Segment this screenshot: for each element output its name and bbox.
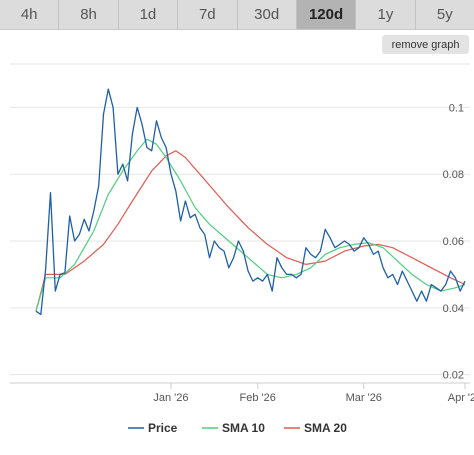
- legend-item-price[interactable]: Price: [128, 421, 178, 435]
- tab-5y[interactable]: 5y: [436, 6, 453, 23]
- tab-7d[interactable]: 7d: [178, 0, 238, 29]
- legend-label: SMA 10: [222, 421, 265, 435]
- chart-grid: [10, 63, 470, 384]
- y-tick-label: 0.1: [449, 102, 464, 114]
- tab-1d[interactable]: 1d: [119, 0, 179, 29]
- series-line-price: [35, 88, 466, 316]
- y-tick-label: 0.06: [443, 236, 464, 248]
- tab-30d[interactable]: 30d: [238, 0, 297, 29]
- series-line-sma-20: [35, 150, 466, 312]
- remove-graph-button[interactable]: remove graph: [382, 35, 469, 54]
- series-line-sma-10: [35, 138, 466, 312]
- tab-4h[interactable]: 4h: [0, 0, 60, 29]
- y-tick-label: 0.04: [443, 303, 464, 315]
- x-tick-label: Apr '26: [448, 392, 474, 404]
- x-tick-label: Feb '26: [240, 392, 276, 404]
- x-axis: Jan '26 Feb '26 Mar '26 Apr '26: [153, 383, 474, 404]
- tab-120d[interactable]: 120d: [296, 0, 357, 29]
- legend-item-sma-10[interactable]: SMA 10: [202, 421, 265, 435]
- chart-series: [35, 88, 466, 316]
- timeframe-tabs: 4h 8h 1d 7d 30d 120d 1y 5y: [0, 0, 474, 30]
- tab-8h[interactable]: 8h: [59, 0, 119, 29]
- y-tick-label: 0.08: [443, 169, 464, 181]
- legend-label: Price: [148, 421, 178, 435]
- tab-1y[interactable]: 1y: [356, 0, 416, 29]
- y-tick-label: 0.02: [443, 370, 464, 382]
- chart-legend[interactable]: Price SMA 10 SMA 20: [128, 421, 347, 435]
- legend-item-sma-20[interactable]: SMA 20: [284, 421, 347, 435]
- y-axis: 0.02 0.04 0.06 0.08 0.1: [443, 102, 464, 381]
- legend-label: SMA 20: [304, 421, 347, 435]
- x-tick-label: Jan '26: [153, 392, 188, 404]
- x-tick-label: Mar '26: [346, 392, 382, 404]
